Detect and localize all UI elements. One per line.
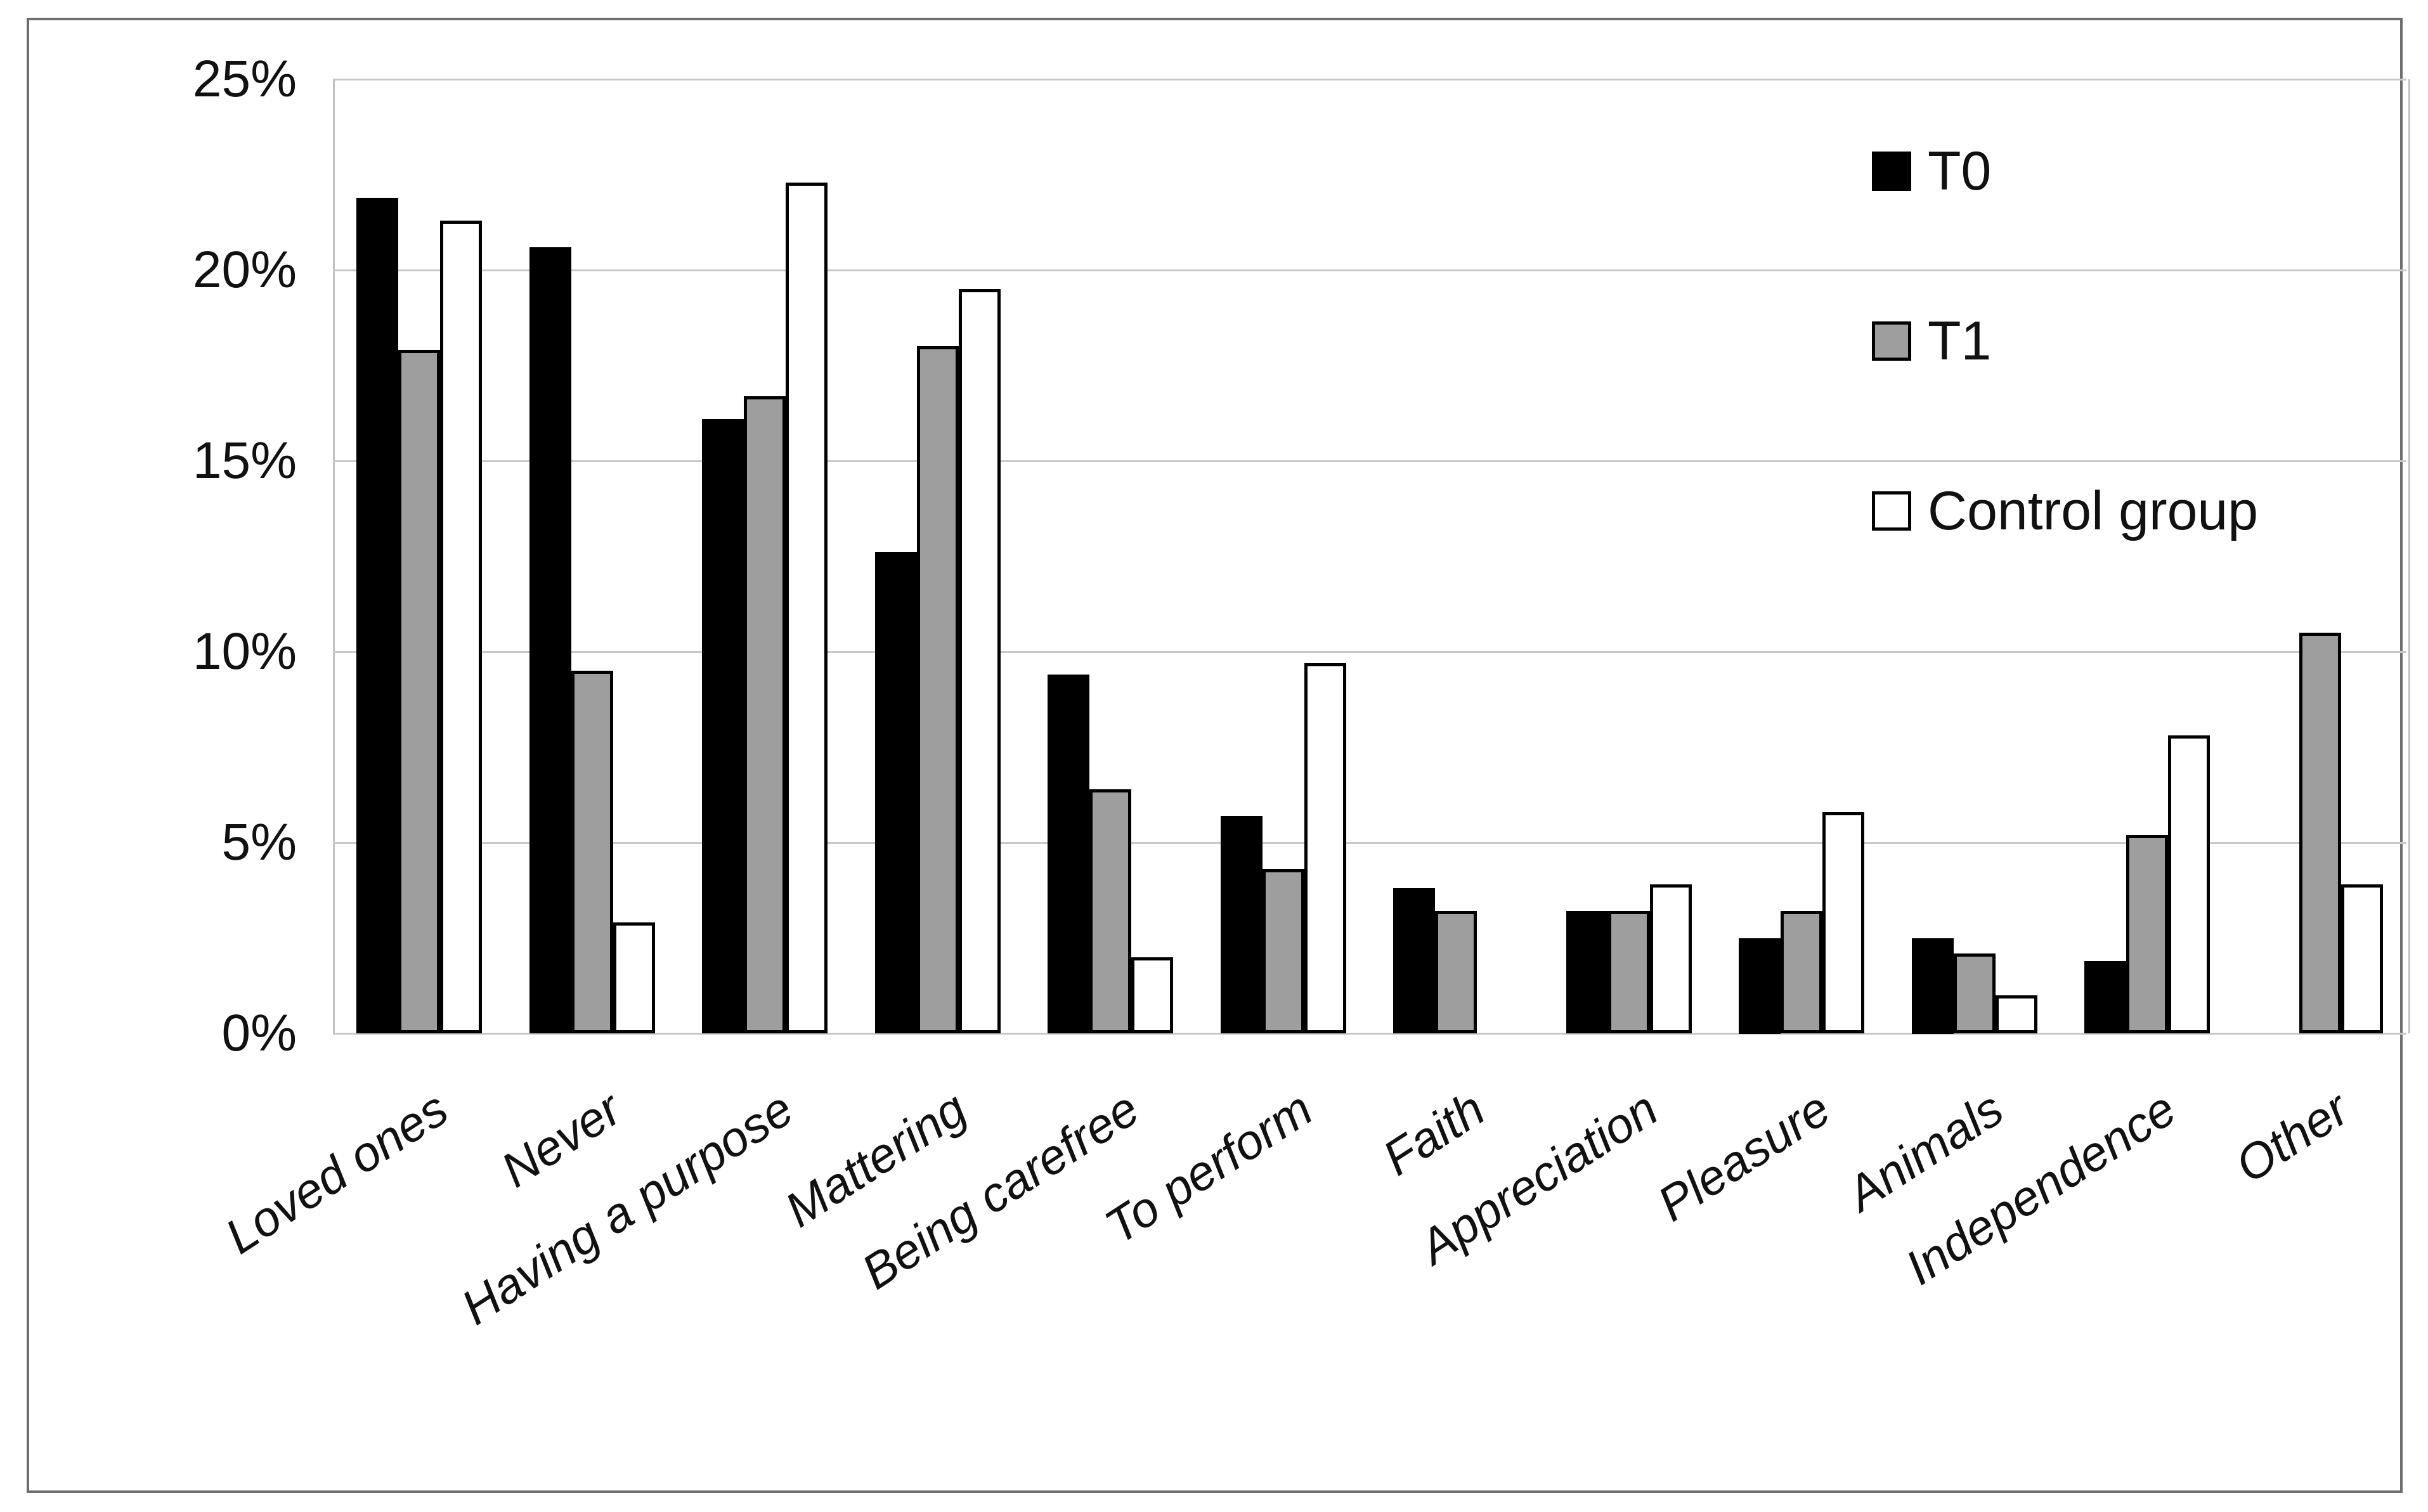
bar-t1-appreciation xyxy=(1608,911,1650,1033)
bar-t0-animals xyxy=(1912,938,1954,1034)
bar-control-group-having-a-purpose xyxy=(786,183,828,1033)
bar-t1-independence xyxy=(2126,835,2168,1033)
bar-t0-independence xyxy=(2084,961,2126,1033)
bar-control-group-loved-ones xyxy=(440,221,482,1033)
bar-t0-having-a-purpose xyxy=(702,419,744,1033)
bar-control-group-mattering xyxy=(959,289,1001,1033)
gridline-25 xyxy=(333,79,2406,81)
y-axis-tick-label: 5% xyxy=(221,813,297,871)
bar-t1-having-a-purpose xyxy=(744,396,786,1033)
y-axis-tick-label: 10% xyxy=(192,623,297,680)
bar-t0-appreciation xyxy=(1566,911,1608,1033)
bar-t1-other xyxy=(2299,633,2341,1033)
bar-control-group-never xyxy=(613,922,655,1033)
legend-item-control-group: Control group xyxy=(1872,482,2258,540)
bar-t1-pleasure xyxy=(1781,911,1822,1033)
gridline-10 xyxy=(333,651,2406,653)
bar-t0-being-carefree xyxy=(1048,675,1089,1033)
gridline-5 xyxy=(333,842,2406,844)
bar-t0-loved-ones xyxy=(356,198,398,1033)
bar-t1-animals xyxy=(1954,953,1996,1033)
bar-t1-to-perform xyxy=(1263,869,1304,1033)
y-axis-tick-label: 15% xyxy=(192,432,297,489)
legend-label-control-group: Control group xyxy=(1928,481,2259,541)
legend-label-t1: T1 xyxy=(1928,311,1992,372)
bar-t0-faith xyxy=(1393,888,1435,1033)
bar-t0-mattering xyxy=(875,552,917,1033)
legend-swatch-t1 xyxy=(1872,321,1911,361)
bar-control-group-appreciation xyxy=(1650,884,1692,1033)
bar-t1-never xyxy=(571,671,613,1033)
bar-t0-to-perform xyxy=(1221,816,1263,1033)
legend-label-t0: T0 xyxy=(1928,141,1992,202)
gridline-0 xyxy=(333,1033,2406,1035)
legend-item-t0: T0 xyxy=(1872,143,2258,200)
bar-control-group-independence xyxy=(2168,735,2210,1033)
y-axis-tick-label: 20% xyxy=(192,241,297,299)
gridline-20 xyxy=(333,269,2406,271)
bar-control-group-being-carefree xyxy=(1131,957,1173,1033)
bar-t0-never xyxy=(529,247,571,1033)
bar-control-group-to-perform xyxy=(1304,663,1346,1033)
legend-item-t1: T1 xyxy=(1872,313,2258,370)
bar-control-group-pleasure xyxy=(1822,812,1864,1033)
legend: T0 T1 Control group xyxy=(1872,143,2258,540)
bar-t1-mattering xyxy=(917,346,959,1033)
bar-control-group-other xyxy=(2341,884,2383,1033)
bar-t0-pleasure xyxy=(1739,938,1781,1034)
legend-swatch-t0 xyxy=(1872,152,1911,191)
bar-t1-faith xyxy=(1435,911,1477,1033)
y-axis-tick-label: 25% xyxy=(192,50,297,108)
bar-t1-loved-ones xyxy=(398,350,440,1033)
bar-t1-being-carefree xyxy=(1089,789,1131,1033)
bar-control-group-animals xyxy=(1996,995,2037,1033)
figure-border xyxy=(27,18,2403,1493)
y-axis-tick-label: 0% xyxy=(221,1004,297,1062)
legend-swatch-control-group xyxy=(1872,491,1911,531)
gridline-15 xyxy=(333,460,2406,462)
plot-area xyxy=(333,79,2410,1033)
